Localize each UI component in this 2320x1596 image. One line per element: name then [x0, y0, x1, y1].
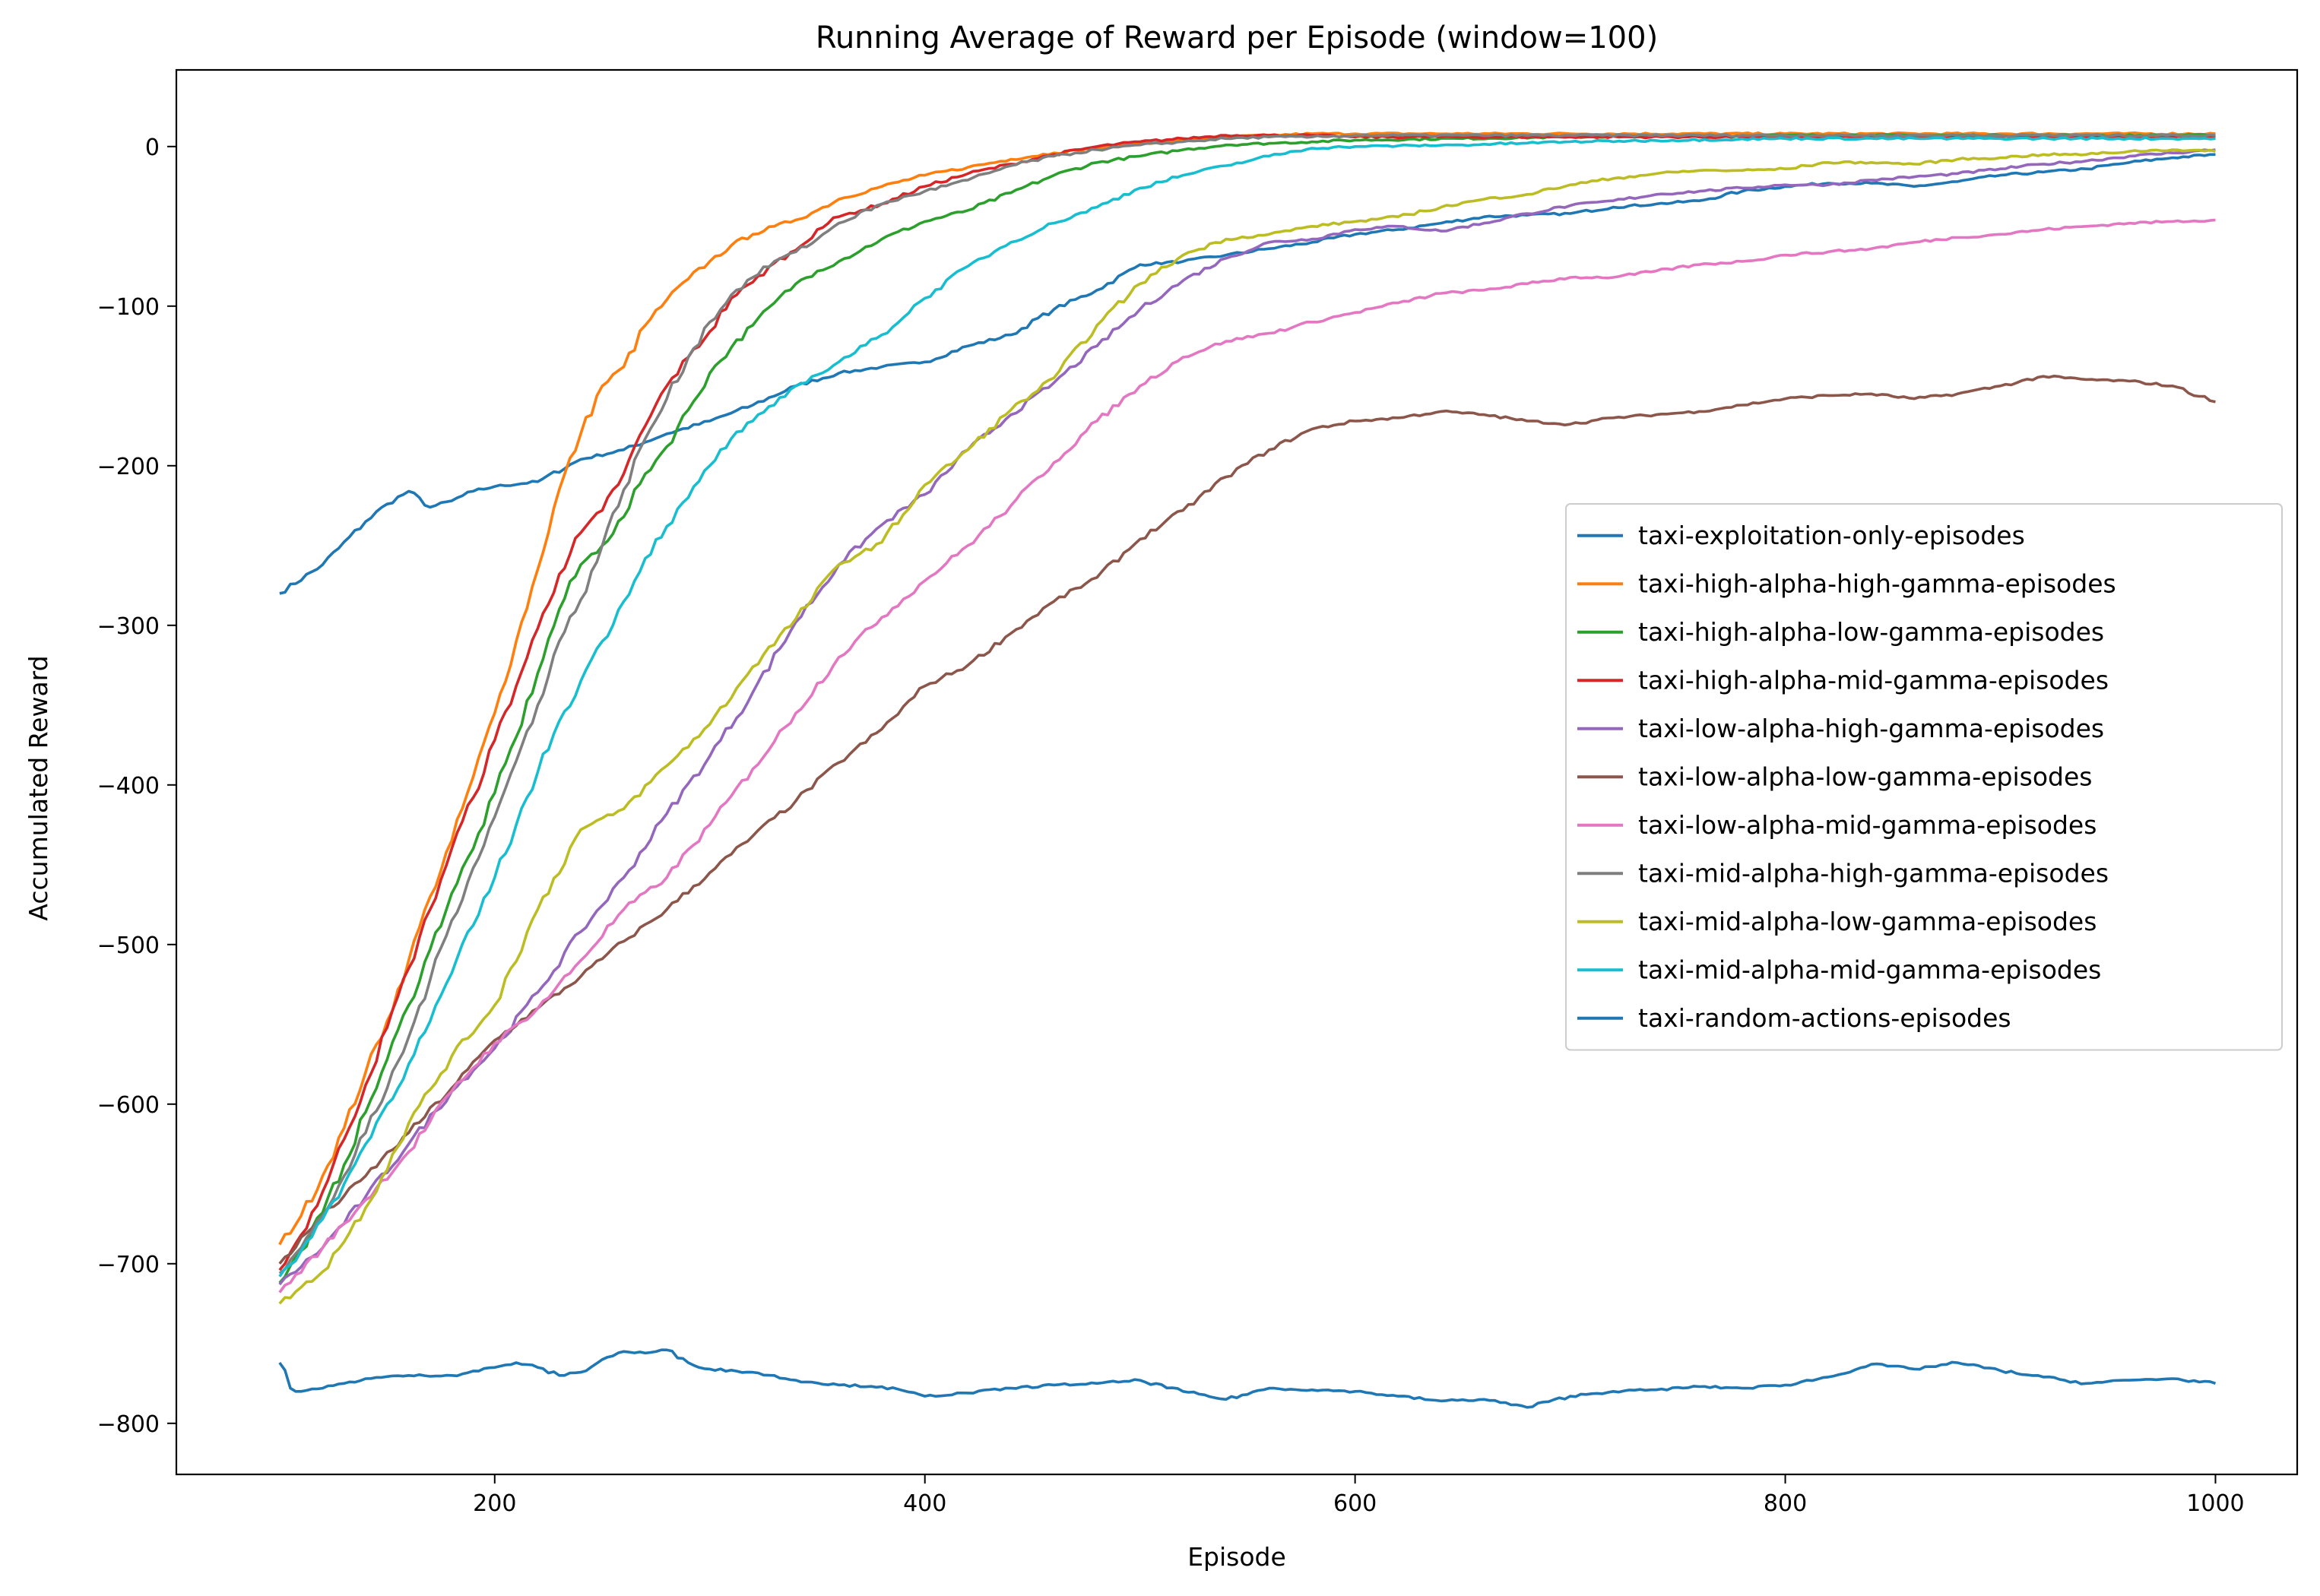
x-axis-label: Episode — [1187, 1542, 1286, 1572]
y-tick-label: −100 — [97, 294, 160, 321]
legend-entry: taxi-low-alpha-mid-gamma-episodes — [1638, 810, 2097, 840]
y-tick-label: −600 — [97, 1092, 160, 1119]
y-tick-label: −300 — [97, 613, 160, 640]
y-tick-label: −200 — [97, 454, 160, 480]
legend-entry: taxi-high-alpha-low-gamma-episodes — [1638, 617, 2104, 647]
series-line-taxi-low-alpha-low-gamma-episodes — [278, 374, 2216, 1265]
x-tick-label: 200 — [473, 1490, 516, 1517]
series-line-taxi-mid-alpha-low-gamma-episodes — [278, 148, 2216, 1305]
series-line-taxi-low-alpha-mid-gamma-episodes — [278, 218, 2216, 1294]
axes-frame — [175, 68, 2299, 1476]
legend-entry: taxi-high-alpha-high-gamma-episodes — [1638, 568, 2116, 598]
y-tick-label: −700 — [97, 1252, 160, 1278]
y-tick-label: −500 — [97, 933, 160, 959]
y-axis: 0 −100 −200 −300 −400 −500 −600 −700 −800 — [97, 135, 176, 1438]
legend-entry: taxi-low-alpha-low-gamma-episodes — [1638, 762, 2093, 791]
x-tick-label: 1000 — [2186, 1490, 2244, 1517]
y-tick-label: −400 — [97, 773, 160, 800]
legend-entry: taxi-random-actions-episodes — [1638, 1003, 2011, 1033]
y-axis-label: Accumulated Reward — [24, 655, 53, 920]
legend: taxi-exploitation-only-episodes taxi-high… — [1565, 503, 2283, 1051]
x-tick-label: 600 — [1333, 1490, 1377, 1517]
legend-entry: taxi-mid-alpha-mid-gamma-episodes — [1638, 955, 2101, 984]
plot-area — [278, 131, 2217, 1409]
chart-title: Running Average of Reward per Episode (w… — [816, 21, 1658, 55]
x-axis: 200 400 600 800 1000 — [473, 1474, 2245, 1517]
legend-entry: taxi-mid-alpha-high-gamma-episodes — [1638, 858, 2109, 888]
legend-entry: taxi-mid-alpha-low-gamma-episodes — [1638, 907, 2097, 936]
legend-entry: taxi-high-alpha-mid-gamma-episodes — [1638, 665, 2109, 695]
series-line-taxi-mid-alpha-high-gamma-episodes — [278, 133, 2216, 1275]
series-line-taxi-mid-alpha-mid-gamma-episodes — [278, 136, 2216, 1278]
legend-entry: taxi-low-alpha-high-gamma-episodes — [1638, 714, 2104, 743]
legend-box — [1565, 503, 2283, 1051]
x-tick-label: 400 — [903, 1490, 946, 1517]
y-tick-label: −800 — [97, 1411, 160, 1438]
series-line-taxi-random-actions-episodes — [278, 1348, 2217, 1409]
y-tick-label: 0 — [145, 135, 160, 161]
legend-entry: taxi-exploitation-only-episodes — [1638, 521, 2025, 550]
x-tick-label: 800 — [1764, 1490, 1807, 1517]
series-line-taxi-low-alpha-high-gamma-episodes — [278, 148, 2216, 1286]
